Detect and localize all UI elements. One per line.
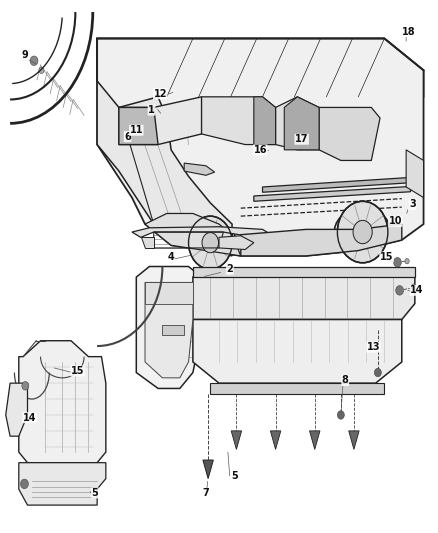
Polygon shape (201, 97, 276, 144)
Circle shape (405, 259, 409, 264)
Text: 9: 9 (22, 51, 29, 60)
Polygon shape (132, 227, 271, 237)
Polygon shape (145, 214, 241, 256)
Text: 15: 15 (71, 366, 84, 376)
Circle shape (39, 67, 44, 74)
Polygon shape (270, 431, 281, 449)
Circle shape (30, 56, 38, 66)
Polygon shape (162, 325, 184, 335)
Polygon shape (276, 97, 319, 150)
Polygon shape (97, 38, 424, 108)
Polygon shape (262, 177, 410, 192)
Polygon shape (19, 463, 106, 505)
Polygon shape (97, 38, 424, 256)
Text: 1: 1 (148, 105, 155, 115)
Polygon shape (145, 282, 193, 378)
Circle shape (337, 411, 344, 419)
Text: 10: 10 (389, 216, 402, 227)
Polygon shape (406, 150, 424, 198)
Circle shape (22, 382, 29, 390)
Polygon shape (241, 224, 402, 256)
Polygon shape (119, 97, 201, 144)
Circle shape (396, 286, 403, 295)
Text: 15: 15 (380, 252, 393, 262)
Polygon shape (219, 236, 254, 249)
Text: 7: 7 (202, 488, 209, 498)
Polygon shape (141, 237, 154, 248)
Polygon shape (193, 266, 415, 277)
Text: 12: 12 (153, 88, 167, 99)
Circle shape (411, 284, 416, 289)
Polygon shape (145, 282, 193, 304)
Text: 13: 13 (367, 342, 380, 352)
Polygon shape (203, 460, 213, 479)
Polygon shape (284, 97, 319, 150)
Polygon shape (193, 277, 415, 319)
Text: 18: 18 (402, 27, 415, 37)
Polygon shape (136, 266, 201, 389)
Polygon shape (6, 383, 28, 436)
Text: 4: 4 (168, 253, 174, 262)
Polygon shape (210, 383, 385, 394)
Polygon shape (254, 97, 276, 144)
Polygon shape (184, 163, 215, 175)
Polygon shape (310, 431, 320, 449)
Polygon shape (254, 187, 410, 201)
Polygon shape (19, 341, 106, 463)
Polygon shape (97, 81, 232, 256)
Polygon shape (119, 108, 158, 144)
Text: 14: 14 (410, 285, 424, 295)
Text: 6: 6 (124, 132, 131, 142)
Circle shape (202, 232, 219, 253)
Text: 14: 14 (23, 413, 36, 423)
Polygon shape (349, 431, 359, 449)
Text: 5: 5 (92, 488, 99, 498)
Text: 16: 16 (254, 145, 267, 155)
Circle shape (393, 257, 401, 267)
Circle shape (21, 479, 28, 489)
Circle shape (374, 368, 381, 377)
Text: 3: 3 (409, 199, 416, 209)
Text: 5: 5 (231, 471, 237, 481)
Text: 17: 17 (295, 134, 308, 144)
Polygon shape (193, 319, 402, 383)
Text: 8: 8 (342, 375, 349, 385)
Polygon shape (319, 108, 380, 160)
Text: 11: 11 (130, 125, 143, 135)
Text: 2: 2 (226, 264, 233, 274)
Circle shape (353, 220, 372, 244)
Circle shape (337, 201, 388, 263)
Polygon shape (231, 431, 242, 449)
Circle shape (188, 216, 232, 269)
